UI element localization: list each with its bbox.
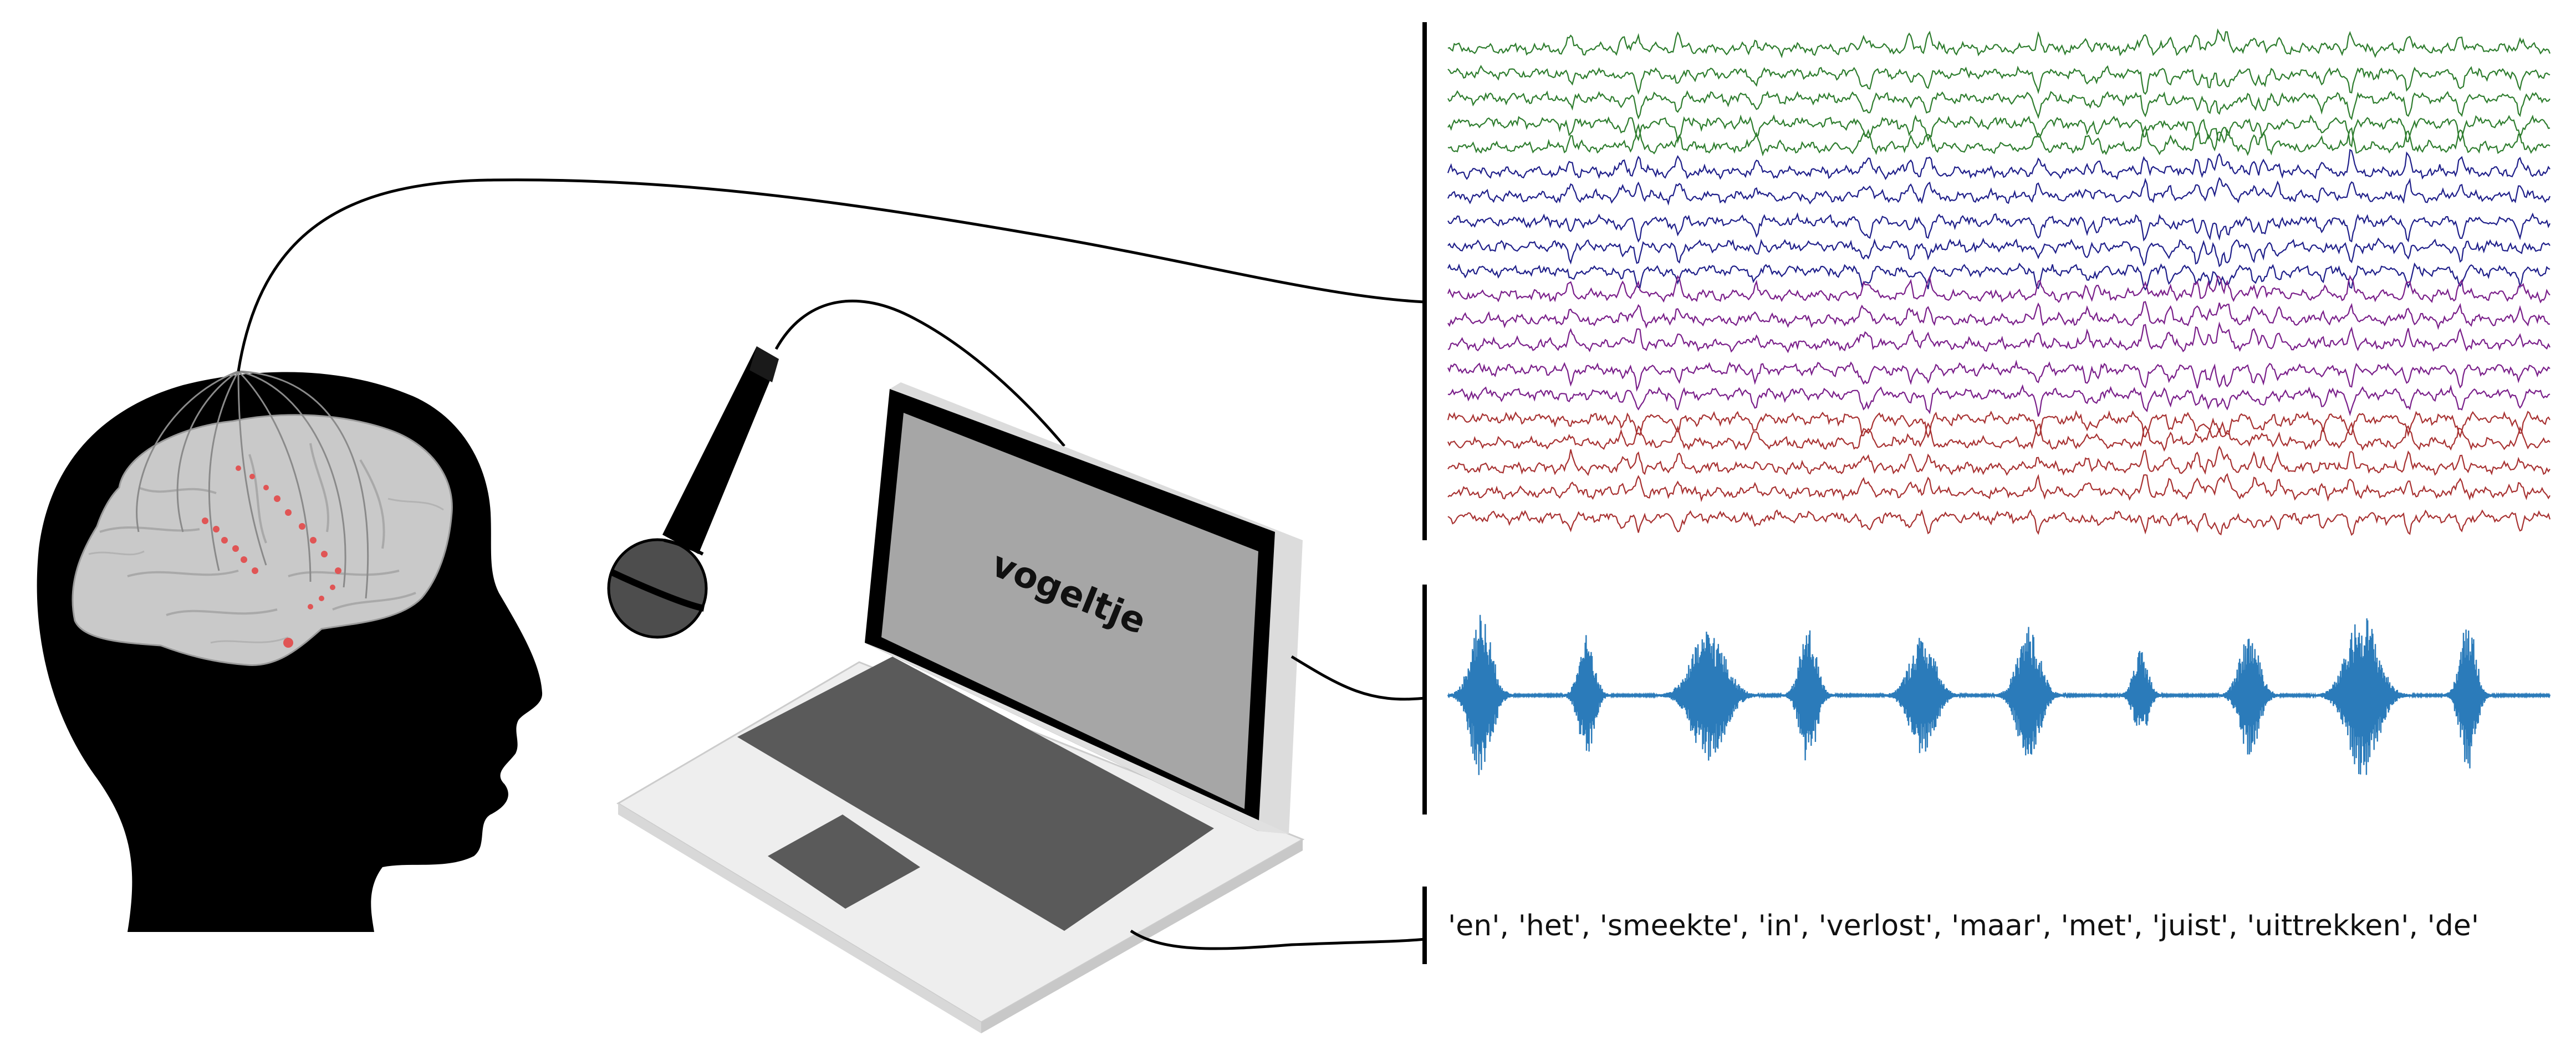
eeg-channel-trace — [1447, 275, 2551, 304]
eeg-channel-trace — [1447, 301, 2551, 330]
eeg-channel-trace — [1447, 114, 2551, 148]
eeg-channel-trace — [1447, 64, 2551, 95]
eeg-channel-trace — [1447, 509, 2551, 536]
word-sequence: 'en', 'het', 'smeekte', 'in', 'verlost',… — [1448, 909, 2479, 942]
cable-head-to-eeg — [237, 178, 1425, 372]
laptop-icon — [616, 382, 1305, 1033]
cable-mic-to-laptop — [774, 299, 1065, 447]
eeg-channel-trace — [1447, 321, 2551, 354]
cable-laptop-to-audio — [1290, 655, 1425, 701]
eeg-channel-trace — [1447, 445, 2551, 477]
eeg-channel-trace — [1447, 384, 2551, 417]
eeg-channel-trace — [1447, 177, 2551, 206]
eeg-channel-trace — [1447, 360, 2551, 392]
eeg-channel-trace — [1447, 473, 2551, 503]
electrode-leads — [136, 370, 369, 599]
eeg-channel-trace — [1447, 237, 2551, 268]
eeg-channel-trace — [1447, 148, 2551, 181]
eeg-channel-trace — [1447, 90, 2551, 120]
eeg-channel-trace — [1447, 262, 2551, 291]
brain-icon — [72, 414, 453, 666]
eeg-channel-trace — [1447, 421, 2551, 452]
audio-waveform-trace — [1447, 614, 2551, 775]
eeg-channel-trace — [1447, 212, 2551, 243]
audio-waveform — [1447, 614, 2551, 775]
eeg-traces — [1447, 28, 2551, 536]
cable-laptop-to-text — [1130, 929, 1425, 950]
microphone-icon — [607, 346, 779, 639]
electrode-contacts — [202, 465, 341, 648]
eeg-channel-trace — [1447, 123, 2551, 157]
eeg-channel-trace — [1447, 28, 2551, 59]
eeg-channel-trace — [1447, 410, 2551, 439]
